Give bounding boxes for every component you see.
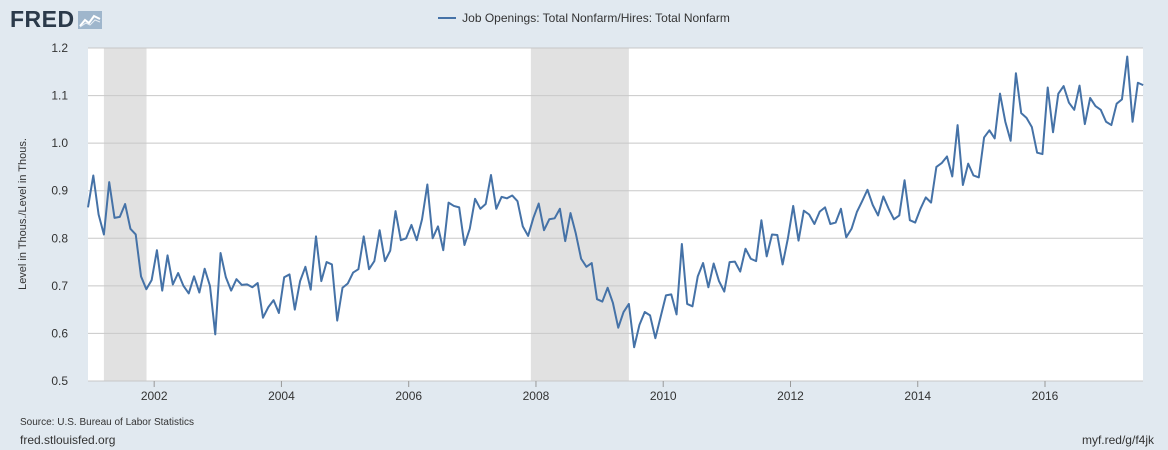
x-tick-label: 2016 [1032, 389, 1059, 403]
recession-band-1 [103, 48, 147, 381]
y-tick-label: 0.6 [51, 326, 68, 340]
y-tick-label: 0.5 [51, 374, 68, 388]
x-tick-label: 2008 [523, 389, 550, 403]
fred-logo-text: FRED [10, 6, 75, 32]
y-tick-label: 1.1 [51, 89, 68, 103]
y-axis-label: Level in Thous./Level in Thous. [17, 138, 29, 290]
y-tick-label: 0.8 [51, 231, 68, 245]
x-tick-label: 2006 [395, 389, 422, 403]
y-tick-label: 0.9 [51, 184, 68, 198]
recession-band-2 [530, 48, 629, 381]
x-tick-label: 2004 [268, 389, 295, 403]
x-tick-label: 2012 [777, 389, 804, 403]
fred-logo[interactable]: FRED [10, 6, 102, 33]
y-tick-label: 1.2 [51, 41, 68, 55]
x-tick-label: 2002 [141, 389, 168, 403]
gridlines [88, 47, 1143, 382]
legend: Job Openings: Total Nonfarm/Hires: Total… [0, 11, 1168, 25]
y-tick-label: 1.0 [51, 136, 68, 150]
chart-line-icon [77, 10, 102, 29]
x-tick-label: 2010 [650, 389, 677, 403]
recession-shading [103, 48, 629, 381]
x-axis-ticks: 2002 2004 2006 2008 2010 2012 2014 2016 [141, 381, 1059, 403]
y-tick-label: 0.7 [51, 279, 68, 293]
source-note: Source: U.S. Bureau of Labor Statistics [20, 417, 194, 428]
short-link[interactable]: myf.red/g/f4jk [1081, 433, 1154, 447]
legend-swatch [438, 17, 457, 19]
site-link[interactable]: fred.stlouisfed.org [20, 433, 116, 447]
x-tick-label: 2014 [904, 389, 931, 403]
y-axis-ticks: 0.5 0.6 0.7 0.8 0.9 1.0 1.1 1.2 [51, 41, 68, 388]
legend-label: Job Openings: Total Nonfarm/Hires: Total… [462, 11, 730, 25]
series-line [87, 55, 1144, 349]
